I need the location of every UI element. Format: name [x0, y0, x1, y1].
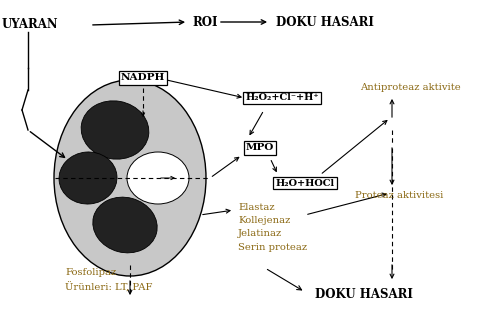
Text: H₂O₂+Cl⁻+H⁺: H₂O₂+Cl⁻+H⁺ — [245, 94, 319, 102]
Text: Antiproteaz aktivite: Antiproteaz aktivite — [360, 84, 461, 93]
Text: H₂O+HOCl: H₂O+HOCl — [276, 178, 334, 187]
Text: NADPH: NADPH — [121, 74, 165, 83]
Text: DOKU HASARI: DOKU HASARI — [315, 289, 413, 301]
Text: MPO: MPO — [246, 143, 274, 152]
Ellipse shape — [93, 197, 157, 253]
Text: DOKU HASARI: DOKU HASARI — [276, 16, 374, 28]
Ellipse shape — [59, 152, 117, 204]
Text: ROI: ROI — [192, 16, 218, 28]
Text: Proteaz aktivitesi: Proteaz aktivitesi — [355, 191, 443, 199]
Ellipse shape — [127, 152, 189, 204]
Text: UYARAN: UYARAN — [2, 18, 59, 31]
Ellipse shape — [54, 80, 206, 276]
Text: Elastaz
Kollejenaz
Jelatinaz
Serin proteaz: Elastaz Kollejenaz Jelatinaz Serin prote… — [238, 203, 307, 252]
Ellipse shape — [81, 101, 149, 159]
Text: Fosfolipaz
Ürünleri: LT, PAF: Fosfolipaz Ürünleri: LT, PAF — [65, 268, 153, 292]
